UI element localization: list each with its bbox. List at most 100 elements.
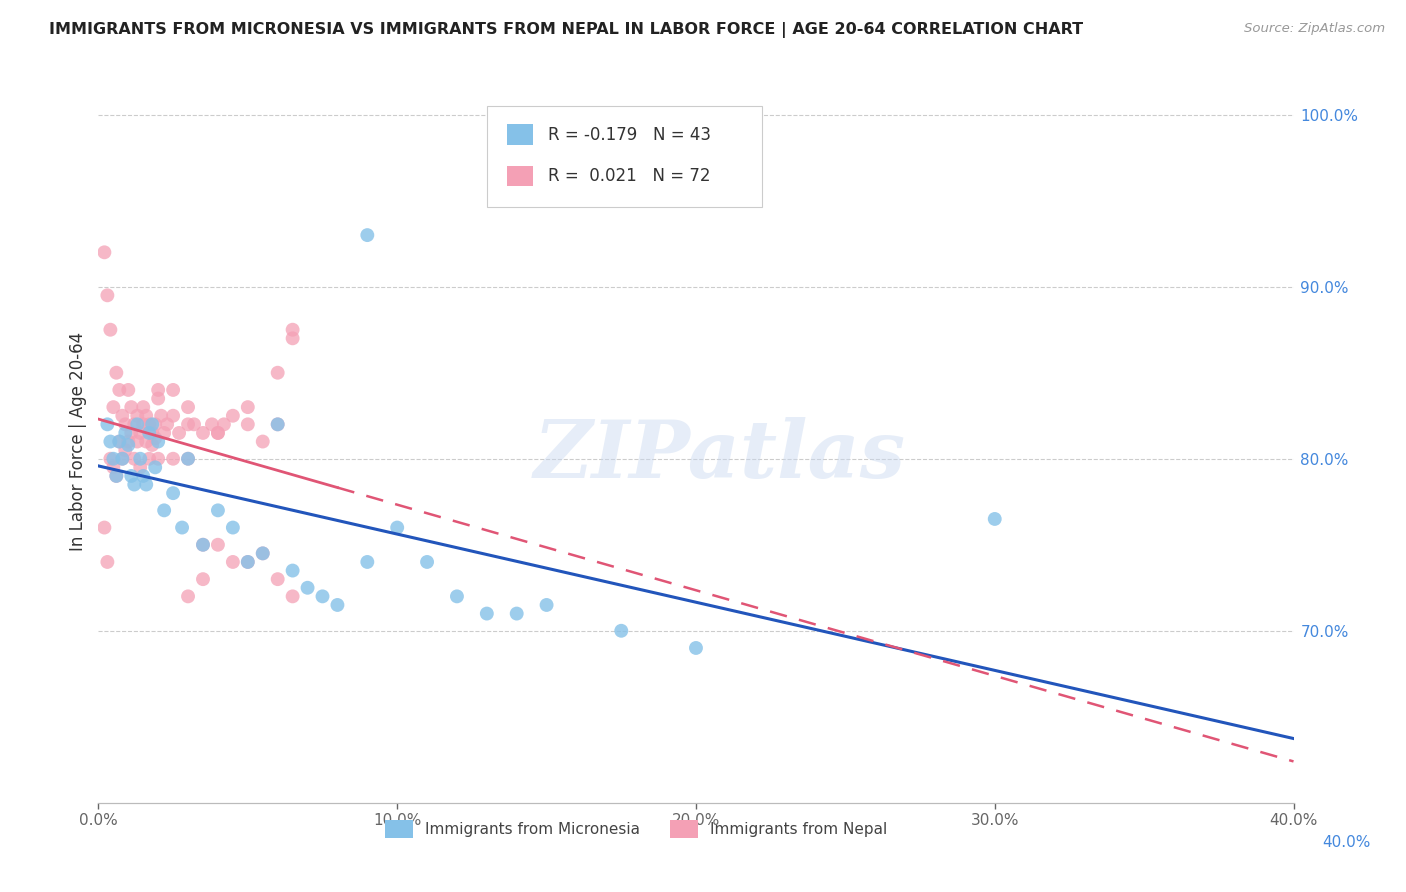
Point <box>252 434 274 449</box>
Point <box>135 477 157 491</box>
Point <box>267 417 290 432</box>
Point <box>281 564 304 578</box>
Point <box>172 520 194 534</box>
Text: 40.0%: 40.0% <box>1323 836 1371 850</box>
Point <box>114 443 136 458</box>
Point <box>191 538 214 552</box>
Point <box>385 520 409 534</box>
Point <box>96 288 118 302</box>
Point <box>506 607 529 621</box>
Point <box>138 451 160 466</box>
Point <box>117 434 139 449</box>
Text: Source: ZipAtlas.com: Source: ZipAtlas.com <box>1244 22 1385 36</box>
Point <box>127 417 149 432</box>
Point <box>117 383 139 397</box>
Point <box>135 409 157 423</box>
Point <box>281 590 304 604</box>
Point <box>153 503 176 517</box>
Point <box>356 228 378 243</box>
Point <box>177 451 200 466</box>
Point <box>103 451 125 466</box>
Point <box>183 417 205 432</box>
Point <box>167 425 190 440</box>
Point <box>143 460 166 475</box>
Point <box>138 417 160 432</box>
Point <box>114 417 136 432</box>
Point <box>356 555 378 569</box>
Point <box>124 477 146 491</box>
Point <box>129 425 152 440</box>
Y-axis label: In Labor Force | Age 20-64: In Labor Force | Age 20-64 <box>69 332 87 551</box>
Point <box>132 400 155 414</box>
Point <box>127 409 149 423</box>
Point <box>153 425 176 440</box>
Point <box>117 438 139 452</box>
Point <box>212 417 235 432</box>
Point <box>114 425 136 440</box>
Point <box>267 572 290 586</box>
Point <box>207 538 229 552</box>
Point <box>93 245 115 260</box>
Point <box>311 590 333 604</box>
Point <box>162 451 184 466</box>
Text: IMMIGRANTS FROM MICRONESIA VS IMMIGRANTS FROM NEPAL IN LABOR FORCE | AGE 20-64 C: IMMIGRANTS FROM MICRONESIA VS IMMIGRANTS… <box>49 22 1084 38</box>
Point <box>120 425 142 440</box>
Point <box>267 366 290 380</box>
Text: R = -0.179   N = 43: R = -0.179 N = 43 <box>548 126 711 144</box>
Point <box>984 512 1007 526</box>
Text: R =  0.021   N = 72: R = 0.021 N = 72 <box>548 167 710 185</box>
Point <box>207 425 229 440</box>
Point <box>281 331 304 345</box>
FancyBboxPatch shape <box>508 124 533 145</box>
Point <box>111 451 134 466</box>
Point <box>105 469 128 483</box>
Point <box>236 417 259 432</box>
Point <box>141 438 163 452</box>
Point <box>162 383 184 397</box>
Point <box>120 400 142 414</box>
FancyBboxPatch shape <box>508 166 533 186</box>
Point <box>148 434 170 449</box>
Point <box>143 417 166 432</box>
Legend: Immigrants from Micronesia, Immigrants from Nepal: Immigrants from Micronesia, Immigrants f… <box>377 813 896 846</box>
Point <box>105 469 128 483</box>
Point <box>129 451 152 466</box>
Point <box>96 417 118 432</box>
Point <box>108 383 131 397</box>
Point <box>124 451 146 466</box>
Point <box>177 590 200 604</box>
Point <box>111 451 134 466</box>
Point <box>148 451 170 466</box>
Point <box>120 469 142 483</box>
Point <box>98 434 122 449</box>
FancyBboxPatch shape <box>486 105 762 207</box>
Point <box>446 590 468 604</box>
Point <box>281 323 304 337</box>
Point <box>326 598 349 612</box>
Point <box>222 555 245 569</box>
Point <box>191 425 214 440</box>
Point <box>96 555 118 569</box>
Point <box>148 392 170 406</box>
Point <box>162 486 184 500</box>
Point <box>98 323 122 337</box>
Point <box>267 417 290 432</box>
Point <box>127 434 149 449</box>
Point <box>252 546 274 560</box>
Point <box>129 460 152 475</box>
Point <box>156 417 179 432</box>
Point <box>610 624 633 638</box>
Point <box>108 434 131 449</box>
Point <box>143 431 166 445</box>
Point <box>135 434 157 449</box>
Point <box>132 469 155 483</box>
Point <box>138 425 160 440</box>
Point <box>111 409 134 423</box>
Point <box>177 451 200 466</box>
Point <box>148 383 170 397</box>
Point <box>297 581 319 595</box>
Point <box>141 417 163 432</box>
Point <box>162 409 184 423</box>
Point <box>207 425 229 440</box>
Point <box>150 409 173 423</box>
